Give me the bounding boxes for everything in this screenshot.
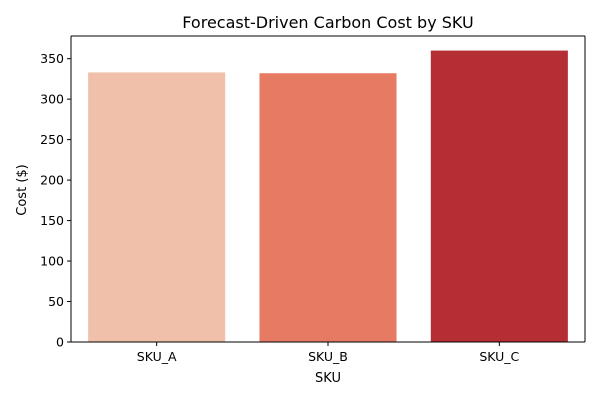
y-tick-label: 350 bbox=[40, 51, 64, 66]
x-axis: SKU_A SKU_B SKU_C bbox=[137, 342, 520, 364]
y-tick-label: 300 bbox=[40, 92, 64, 107]
x-tick-label: SKU_C bbox=[479, 349, 519, 364]
y-tick-label: 0 bbox=[56, 335, 64, 350]
x-tick-label: SKU_A bbox=[137, 349, 177, 364]
y-axis-label: Cost ($) bbox=[15, 164, 30, 215]
y-tick-label: 250 bbox=[40, 132, 64, 147]
x-tick-label: SKU_B bbox=[308, 349, 348, 364]
y-axis: 0 50 100 150 200 250 300 350 bbox=[40, 51, 71, 350]
bar-sku-a bbox=[88, 72, 226, 342]
chart-title: Forecast-Driven Carbon Cost by SKU bbox=[182, 13, 473, 32]
bar-sku-c bbox=[430, 50, 568, 342]
x-axis-label: SKU bbox=[315, 371, 341, 386]
y-tick-label: 100 bbox=[40, 254, 64, 269]
y-tick-label: 50 bbox=[48, 294, 64, 309]
plot-area bbox=[70, 35, 586, 343]
y-tick-label: 150 bbox=[40, 213, 64, 228]
bar-sku-b bbox=[259, 73, 397, 342]
y-tick-label: 200 bbox=[40, 173, 64, 188]
